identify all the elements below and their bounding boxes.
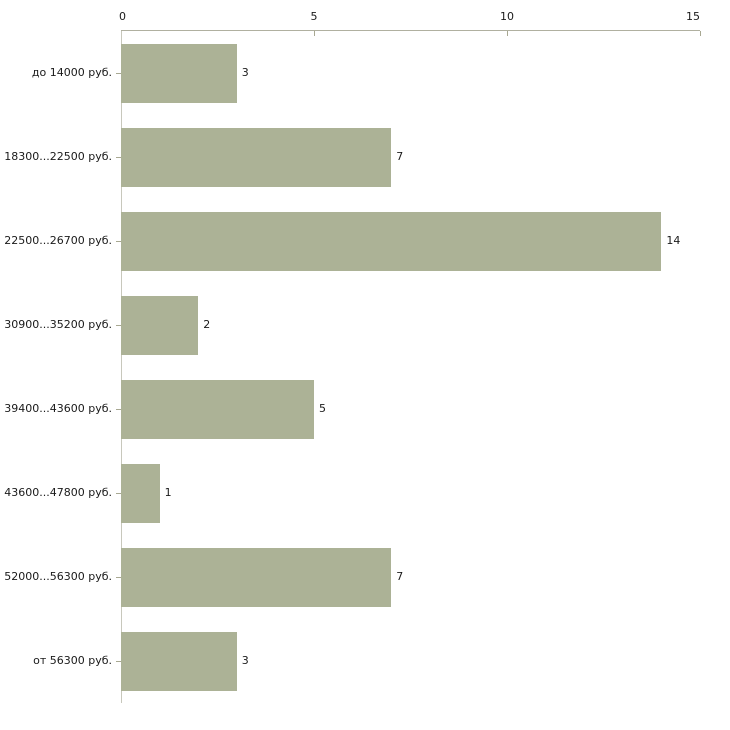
x-axis-line	[121, 30, 700, 31]
bar-value-label: 1	[164, 486, 172, 499]
x-axis-tick	[314, 31, 315, 36]
y-axis-tick	[116, 241, 121, 242]
y-axis-tick	[116, 577, 121, 578]
y-axis-line	[121, 31, 122, 703]
bar-value-label: 3	[241, 66, 249, 79]
y-axis-category-label: от 56300 руб.	[33, 654, 112, 667]
y-axis-tick	[116, 157, 121, 158]
x-axis-tick	[507, 31, 508, 36]
x-axis-tick-label: 10	[500, 10, 514, 23]
bar-value-label: 14	[666, 234, 681, 247]
bar[interactable]	[121, 295, 199, 355]
bar[interactable]	[121, 547, 392, 607]
bar[interactable]	[121, 43, 237, 103]
bar-row	[0, 43, 730, 103]
y-axis-tick	[116, 73, 121, 74]
y-axis-tick	[116, 325, 121, 326]
x-axis-tick-label: 5	[310, 10, 318, 23]
y-axis-category-label: 52000...56300 руб.	[4, 570, 112, 583]
bar[interactable]	[121, 379, 314, 439]
bar-row	[0, 379, 730, 439]
bar-value-label: 2	[203, 318, 211, 331]
y-axis-tick	[116, 493, 121, 494]
bar-row	[0, 631, 730, 691]
y-axis-category-label: 18300...22500 руб.	[4, 150, 112, 163]
bar-value-label: 7	[396, 570, 404, 583]
y-axis-category-label: до 14000 руб.	[31, 66, 112, 79]
bar-row	[0, 211, 730, 271]
y-axis-category-label: 43600...47800 руб.	[4, 486, 112, 499]
bar-value-label: 5	[319, 402, 326, 415]
bar[interactable]	[121, 127, 392, 187]
bar[interactable]	[121, 463, 160, 523]
bar-row	[0, 463, 730, 523]
y-axis-tick	[116, 409, 121, 410]
y-axis-tick	[116, 661, 121, 662]
y-axis-category-label: 39400...43600 руб.	[4, 402, 112, 415]
x-axis-tick	[700, 31, 701, 36]
bar-row	[0, 295, 730, 355]
y-axis-category-label: 22500...26700 руб.	[4, 234, 112, 247]
y-axis-category-label: 30900...35200 руб.	[4, 318, 112, 331]
bar-row	[0, 127, 730, 187]
bar[interactable]	[121, 631, 237, 691]
bar[interactable]	[121, 211, 662, 271]
bar-value-label: 7	[396, 150, 404, 163]
x-axis-tick-label: 0	[119, 10, 126, 23]
bar-row	[0, 547, 730, 607]
x-axis-tick-label: 15	[686, 10, 700, 23]
bar-value-label: 3	[241, 654, 249, 667]
